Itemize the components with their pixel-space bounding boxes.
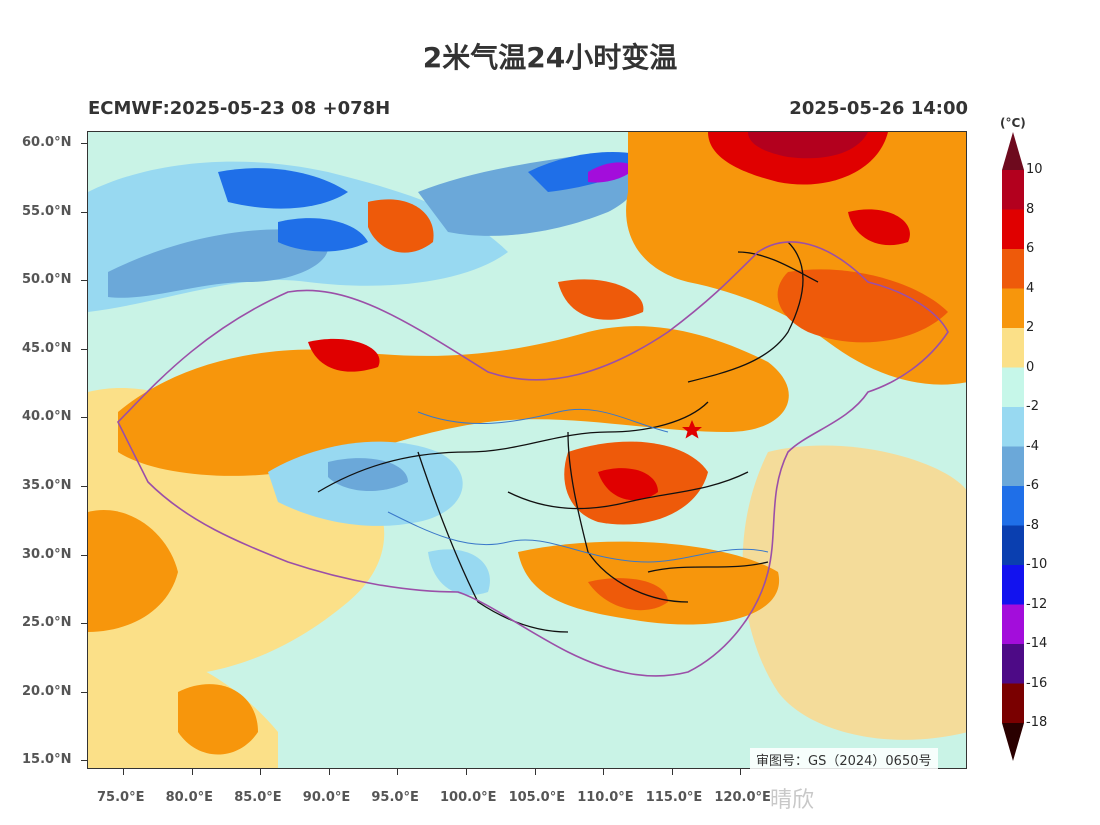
lat-label: 40.0°N: [22, 409, 72, 425]
lon-label: 80.0°E: [165, 790, 214, 805]
lon-label: 115.0°E: [645, 790, 703, 805]
colorbar-level-label: -18: [1026, 715, 1048, 730]
colorbar-segment: [1002, 209, 1024, 249]
valid-time-label: 2025-05-26 14:00: [789, 98, 968, 119]
colorbar-segment: [1002, 249, 1024, 289]
colorbar-level-label: -14: [1026, 636, 1048, 651]
colorbar-segment: [1002, 288, 1024, 328]
colorbar-level-label: -16: [1026, 675, 1048, 691]
lon-label: 110.0°E: [577, 790, 634, 805]
colorbar-segment: [1002, 407, 1024, 447]
colorbar-level-label: 6: [1026, 241, 1035, 256]
lon-tick: [260, 769, 262, 775]
lat-label: 25.0°N: [22, 615, 72, 631]
colorbar-level-label: 8: [1026, 201, 1035, 217]
colorbar-segment: [1002, 604, 1024, 644]
lat-tick: [81, 417, 87, 419]
colorbar-level-label: -10: [1026, 557, 1048, 572]
colorbar-level-label: -2: [1026, 399, 1039, 414]
lat-label: 15.0°N: [22, 752, 72, 768]
colorbar-level-label: -6: [1026, 478, 1039, 493]
lat-tick: [81, 280, 87, 282]
lon-tick: [397, 769, 399, 775]
colorbar-segment: [1002, 170, 1024, 210]
lon-tick: [328, 769, 330, 775]
colorbar-level-label: 0: [1026, 359, 1035, 375]
watermark: 晴欣: [770, 788, 815, 813]
lat-label: 50.0°N: [22, 272, 72, 288]
lon-label: 95.0°E: [371, 790, 419, 805]
lon-tick: [466, 769, 467, 775]
colorbar-segment: [1002, 486, 1024, 526]
colorbar-unit: (°C): [1000, 116, 1026, 130]
capital-star: [682, 420, 702, 439]
lon-tick: [603, 769, 605, 775]
lat-label: 60.0°N: [22, 135, 72, 150]
lon-tick: [740, 769, 742, 775]
temperature-map: [87, 131, 967, 769]
colorbar-segment: [1002, 367, 1024, 407]
lat-tick: [81, 554, 87, 556]
lon-tick: [191, 769, 193, 775]
lon-label: 100.0°E: [440, 790, 497, 805]
lat-tick: [81, 760, 87, 762]
colorbar-segment: [1002, 644, 1024, 684]
lat-label: 45.0°N: [22, 340, 72, 356]
colorbar-segment: [1002, 565, 1024, 605]
lon-label: 75.0°E: [97, 790, 145, 805]
lat-tick: [81, 486, 87, 487]
colorbar-segment: [1002, 683, 1024, 723]
lat-tick: [81, 691, 87, 693]
lon-tick: [534, 769, 536, 775]
lon-label: 85.0°E: [234, 790, 282, 805]
lon-label: 105.0°E: [508, 790, 566, 805]
lat-tick: [81, 623, 87, 625]
colorbar-level-label: -4: [1026, 438, 1039, 454]
colorbar-level-label: 4: [1026, 280, 1035, 296]
map-canvas: [88, 132, 966, 768]
colorbar-segment: [1002, 446, 1024, 486]
lat-label: 55.0°N: [22, 203, 72, 219]
lat-label: 20.0°N: [22, 683, 72, 699]
lat-tick: [81, 143, 87, 144]
colorbar-max-arrow: [1002, 132, 1024, 170]
approval-number: 审图号：GS（2024）0650号: [750, 748, 938, 771]
colorbar-level-label: 10: [1026, 162, 1043, 177]
lon-tick: [671, 769, 673, 775]
colorbar: [1002, 132, 1024, 761]
colorbar-level-label: 2: [1026, 320, 1035, 335]
lat-label: 30.0°N: [22, 546, 72, 562]
colorbar-segment: [1002, 525, 1024, 565]
colorbar-level-label: -12: [1026, 596, 1048, 612]
lat-tick: [81, 348, 87, 350]
map-title: 2米气温24小时变温: [422, 41, 678, 74]
colorbar-segment: [1002, 328, 1024, 368]
lat-label: 35.0°N: [22, 478, 72, 493]
lon-label: 120.0°E: [714, 790, 771, 805]
colorbar-min-arrow: [1002, 723, 1024, 761]
lon-tick: [123, 769, 124, 775]
lat-tick: [81, 211, 87, 213]
colorbar-level-label: -8: [1026, 517, 1039, 533]
model-run-label: ECMWF:2025-05-23 08 +078H: [88, 98, 391, 119]
lon-label: 90.0°E: [302, 790, 351, 805]
